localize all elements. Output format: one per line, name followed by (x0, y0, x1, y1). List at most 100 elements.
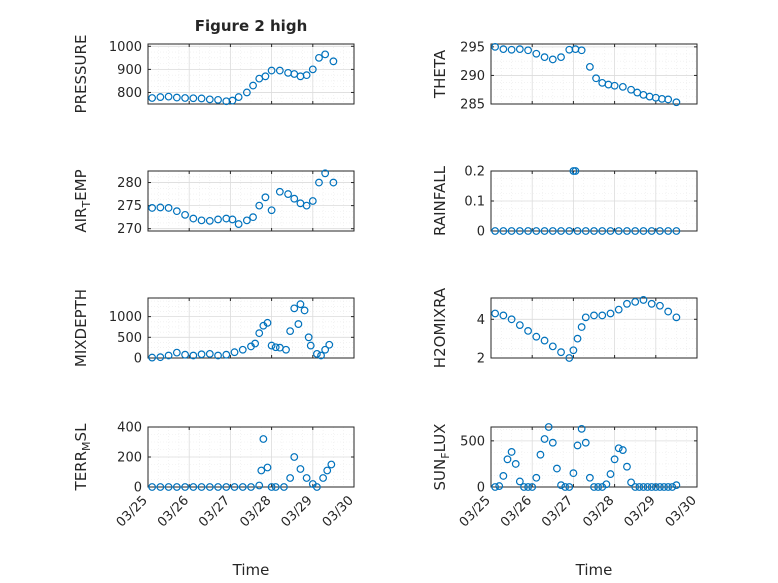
data-point (557, 348, 565, 357)
data-point (503, 455, 512, 464)
data-point (275, 66, 284, 75)
data-point (565, 227, 574, 235)
y-axis-label: AIRTEMP (72, 169, 93, 232)
data-point (507, 227, 516, 235)
data-point (623, 462, 631, 471)
data-point (639, 227, 648, 235)
data-point (553, 464, 561, 473)
data-point (524, 327, 532, 335)
data-point (156, 353, 165, 362)
data-point (290, 194, 299, 203)
data-point (627, 478, 635, 487)
y-tick-label: 400 (117, 421, 142, 436)
data-point (590, 311, 598, 320)
data-point (308, 197, 317, 205)
data-point (255, 329, 264, 338)
y-tick-label: 900 (117, 63, 142, 78)
y-tick-label: 275 (117, 199, 142, 214)
x-tick-label: 03/25 (457, 493, 494, 530)
data-point (548, 55, 557, 64)
data-point (672, 481, 681, 490)
data-point (205, 483, 214, 491)
data-point (610, 455, 619, 464)
subplot-rainfall: 0 0.1 0.2 RAINFALL (431, 165, 698, 240)
y-tick-label: 0.2 (464, 165, 485, 180)
y-tick-label: 290 (460, 69, 485, 84)
data-point (259, 435, 268, 443)
data-point (321, 345, 330, 354)
y-tick-label: 0 (134, 352, 142, 367)
data-point (664, 307, 673, 316)
data-point (647, 483, 656, 491)
data-point (296, 300, 305, 309)
x-axis-label-right: Time (575, 561, 613, 579)
data-point (234, 93, 243, 101)
data-point (317, 351, 325, 360)
data-point (664, 483, 673, 491)
x-tick-label: 03/26 (498, 493, 535, 530)
data-point (329, 178, 338, 187)
data-point (222, 214, 231, 223)
data-point (290, 304, 299, 313)
data-point (585, 62, 594, 71)
axes-box (490, 43, 698, 105)
data-point (214, 215, 222, 224)
subplot-theta: 285 290 295 THETA (431, 40, 698, 113)
data-point (271, 483, 280, 491)
subplot-terr_msl: 03/25 03/26 03/27 03/28 03/29 03/30 0 200 400 TER… (72, 421, 357, 531)
data-point (230, 348, 239, 357)
data-point (261, 193, 270, 202)
data-point (267, 66, 276, 75)
data-point (197, 483, 206, 491)
subplot-sun_flux: 03/25 03/26 03/27 03/28 03/29 03/30 0 500 SUNFLU… (431, 423, 700, 530)
data-point (495, 482, 504, 490)
data-point (544, 423, 553, 431)
y-tick-label: 1000 (109, 40, 142, 55)
y-tick-label: 500 (117, 331, 142, 346)
data-point (271, 343, 280, 352)
data-point (590, 483, 598, 491)
y-axis-label-subscript: F (439, 452, 452, 458)
y-tick-label: 270 (117, 222, 142, 237)
data-point (296, 465, 305, 473)
y-axis-label-main: SUN (431, 459, 449, 491)
data-point (581, 438, 590, 447)
data-point (672, 98, 681, 107)
y-axis-label: TERRMSL (72, 423, 93, 492)
data-point (302, 201, 311, 210)
data-point (296, 72, 305, 81)
data-point (205, 216, 214, 225)
y-axis-label: THETA (431, 49, 449, 99)
data-point (532, 227, 541, 235)
data-point (610, 81, 619, 90)
data-point (614, 227, 623, 235)
data-point (536, 450, 545, 459)
data-point (323, 466, 332, 475)
data-point (214, 95, 222, 104)
data-point (313, 349, 321, 358)
data-point (540, 53, 549, 62)
data-point (532, 332, 541, 341)
data-point (515, 321, 524, 329)
data-point (172, 348, 181, 357)
data-point (598, 311, 607, 320)
data-point (507, 45, 516, 54)
data-point (164, 204, 173, 212)
data-point (639, 483, 648, 491)
data-point (247, 483, 255, 491)
data-point (189, 214, 198, 223)
data-point (540, 336, 549, 345)
data-point (660, 483, 668, 491)
data-point (532, 473, 541, 482)
data-point (156, 93, 165, 101)
data-point (321, 169, 330, 178)
data-point (528, 483, 537, 491)
data-point (249, 213, 257, 222)
data-point (565, 483, 574, 491)
subplot-mixdepth: 0 500 1000 MIXDEPTH (72, 289, 355, 367)
data-point (197, 350, 206, 359)
data-point (267, 341, 276, 350)
axes-box (147, 297, 355, 359)
data-point (214, 351, 222, 360)
